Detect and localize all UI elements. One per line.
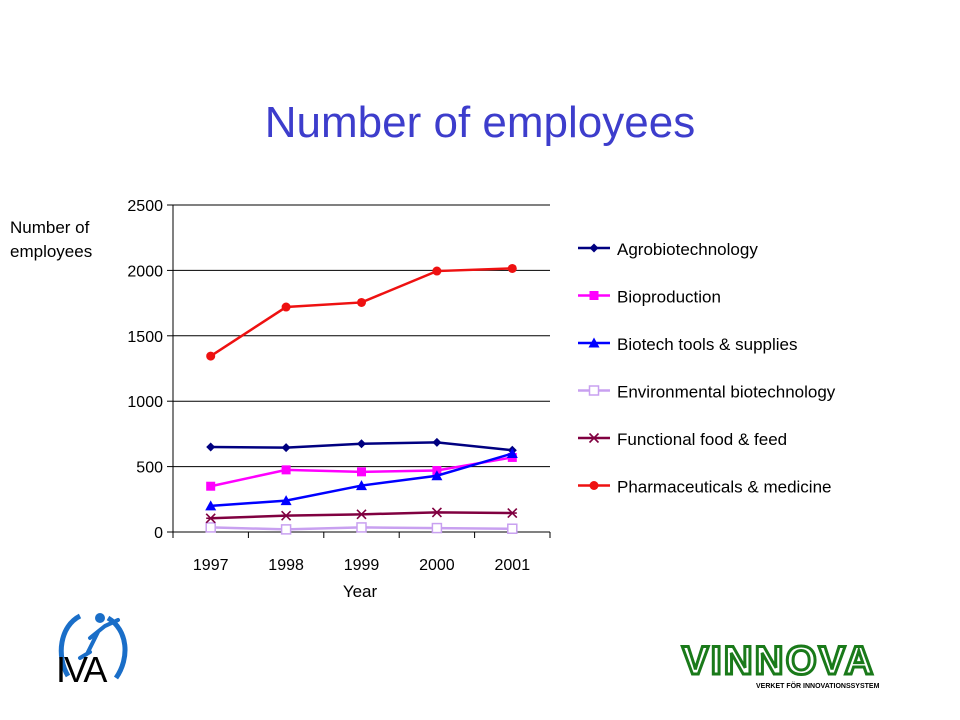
data-point [357,467,366,477]
legend-label: Pharmaceuticals & medicine [617,478,831,497]
data-point [356,480,367,491]
legend-marker [588,432,600,444]
y-tick-label: 1000 [127,394,163,411]
data-point [206,351,216,361]
y-tick-label: 0 [154,525,163,542]
y-tick-label: 500 [136,460,163,477]
data-point [281,443,291,453]
page-title: Number of employees [264,98,696,147]
data-point [507,523,518,534]
x-axis-label: Year [342,582,378,601]
data-point [205,522,216,533]
data-point [205,513,216,524]
data-point [506,448,518,459]
legend-label: Agrobiotechnology [617,240,758,259]
x-tick-label: 2000 [419,557,455,574]
x-tick-label: 2001 [495,557,531,574]
data-point [431,507,442,518]
vinnova-logo: VINNOVA VERKET FÖR INNOVATIONSSYSTEM [681,638,880,690]
data-point [205,500,217,511]
data-point [432,437,442,447]
legend-label: Functional food & feed [617,430,787,449]
legend-marker [588,337,600,348]
legend-marker [589,481,599,490]
y-tick-label: 2000 [127,263,163,280]
legend-label: Bioproduction [617,288,721,307]
svg-text:VINNOVA: VINNOVA [682,639,875,683]
x-tick-label: 1998 [268,557,304,574]
data-point [281,465,291,475]
legend-marker [588,385,600,396]
legend-label: Biotech tools & supplies [617,335,798,354]
legend-marker [589,291,599,300]
data-point [357,439,366,449]
series-line-2 [210,452,513,508]
svg-text:VERKET FÖR INNOVATIONSSYSTEM: VERKET FÖR INNOVATIONSSYSTEM [756,681,880,690]
y-tick-label: 2500 [127,198,163,215]
data-point [507,507,518,519]
data-point [281,510,292,521]
data-point [357,297,366,307]
x-tick-label: 1997 [193,557,229,574]
data-point [206,481,216,491]
data-point [280,524,292,535]
data-point [281,302,291,312]
data-point [507,263,517,273]
data-point [431,470,443,481]
y-tick-label: 1500 [127,329,163,346]
data-point [356,509,367,520]
data-point [432,266,442,276]
data-point [206,442,216,452]
legend-marker [589,243,599,253]
series-line-5 [210,267,513,358]
legend-label: Environmental biotechnology [617,383,836,402]
x-tick-label: 1999 [344,557,380,574]
data-point [431,522,443,534]
iva-logo: IVA [56,613,128,690]
data-point [280,495,292,506]
y-axis-label: Number of employees [10,218,93,261]
data-point [356,522,367,533]
svg-text:IVA: IVA [56,649,107,690]
